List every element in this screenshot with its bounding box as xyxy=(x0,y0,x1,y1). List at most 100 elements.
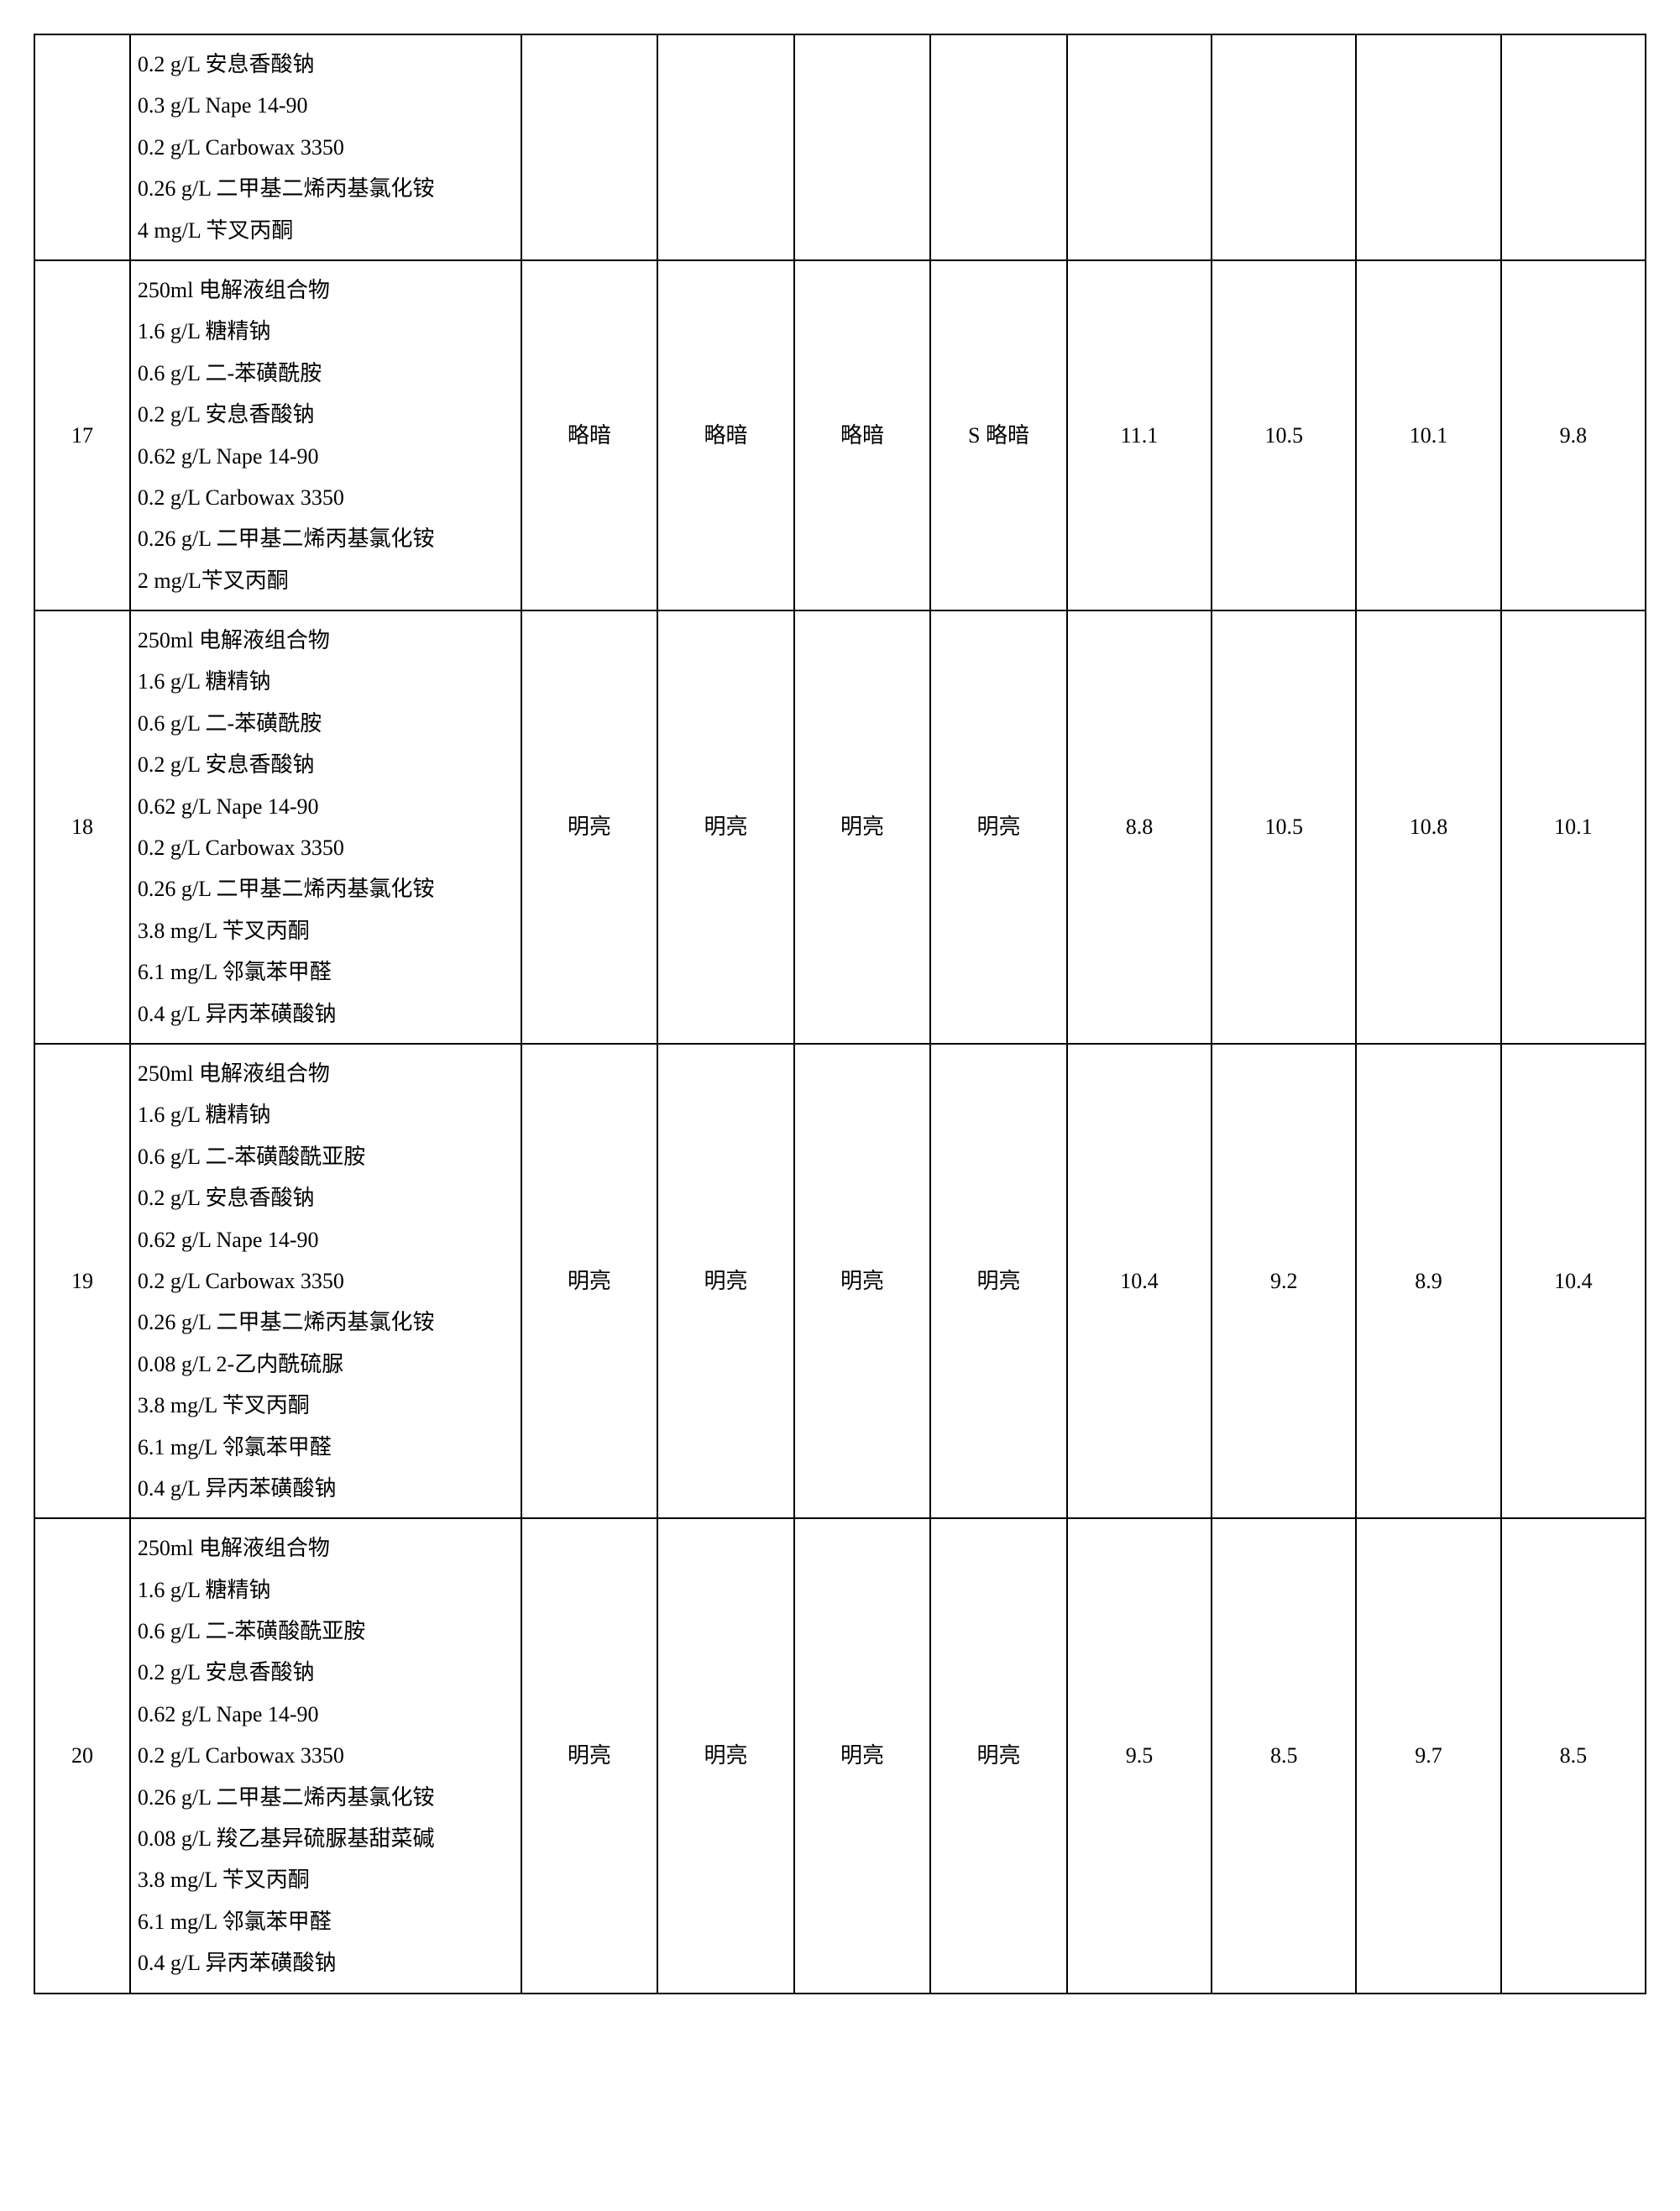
composition-line: 0.2 g/L Carbowax 3350 xyxy=(138,1735,514,1776)
composition-line: 1.6 g/L 糖精钠 xyxy=(138,311,514,352)
value-cell: 11.1 xyxy=(1067,260,1212,610)
appearance-cell: 明亮 xyxy=(657,610,794,1044)
composition-line: 250ml 电解液组合物 xyxy=(138,1527,514,1569)
appearance-cell: 明亮 xyxy=(521,1044,658,1518)
value-cell xyxy=(1212,34,1356,260)
composition-line: 250ml 电解液组合物 xyxy=(138,620,514,661)
row-index xyxy=(34,34,130,260)
table-body: 0.2 g/L 安息香酸钠0.3 g/L Nape 14-900.2 g/L C… xyxy=(34,34,1646,1994)
value-cell: 9.7 xyxy=(1356,1518,1500,1993)
composition-line: 0.26 g/L 二甲基二烯丙基氯化铵 xyxy=(138,1302,514,1343)
row-index: 17 xyxy=(34,260,130,610)
value-cell: 8.9 xyxy=(1356,1044,1500,1518)
composition-line: 0.2 g/L 安息香酸钠 xyxy=(138,744,514,785)
value-cell xyxy=(1501,34,1646,260)
composition-line: 3.8 mg/L 苄叉丙酮 xyxy=(138,1859,514,1900)
value-cell: 9.5 xyxy=(1067,1518,1212,1993)
composition-line: 3.8 mg/L 苄叉丙酮 xyxy=(138,910,514,951)
composition-line: 0.62 g/L Nape 14-90 xyxy=(138,1694,514,1735)
value-cell: 10.4 xyxy=(1067,1044,1212,1518)
composition-line: 6.1 mg/L 邻氯苯甲醛 xyxy=(138,951,514,993)
value-cell: 10.1 xyxy=(1501,610,1646,1044)
composition-line: 250ml 电解液组合物 xyxy=(138,270,514,311)
value-cell xyxy=(1067,34,1212,260)
composition-line: 0.4 g/L 异丙苯磺酸钠 xyxy=(138,1942,514,1983)
composition-line: 0.6 g/L 二-苯磺酰胺 xyxy=(138,353,514,394)
appearance-cell xyxy=(657,34,794,260)
composition-line: 0.26 g/L 二甲基二烯丙基氯化铵 xyxy=(138,518,514,559)
row-index: 18 xyxy=(34,610,130,1044)
appearance-cell xyxy=(930,34,1067,260)
composition-line: 0.62 g/L Nape 14-90 xyxy=(138,1219,514,1260)
appearance-cell: 明亮 xyxy=(521,1518,658,1993)
composition-line: 0.26 g/L 二甲基二烯丙基氯化铵 xyxy=(138,1777,514,1818)
composition-line: 6.1 mg/L 邻氯苯甲醛 xyxy=(138,1427,514,1468)
composition-line: 1.6 g/L 糖精钠 xyxy=(138,1094,514,1135)
composition-line: 3.8 mg/L 苄叉丙酮 xyxy=(138,1385,514,1426)
appearance-cell: 略暗 xyxy=(794,260,931,610)
appearance-cell: 明亮 xyxy=(794,610,931,1044)
composition-line: 0.62 g/L Nape 14-90 xyxy=(138,436,514,477)
composition-line: 0.2 g/L 安息香酸钠 xyxy=(138,1652,514,1693)
composition-line: 1.6 g/L 糖精钠 xyxy=(138,1569,514,1611)
appearance-cell: 明亮 xyxy=(930,610,1067,1044)
value-cell: 8.5 xyxy=(1501,1518,1646,1993)
composition-line: 0.2 g/L Carbowax 3350 xyxy=(138,477,514,518)
composition-line: 0.6 g/L 二-苯磺酸酰亚胺 xyxy=(138,1136,514,1177)
composition-line: 0.2 g/L Carbowax 3350 xyxy=(138,827,514,868)
appearance-cell: 略暗 xyxy=(657,260,794,610)
appearance-cell: 略暗 xyxy=(521,260,658,610)
appearance-cell: 明亮 xyxy=(657,1518,794,1993)
composition-line: 0.2 g/L Carbowax 3350 xyxy=(138,127,514,168)
table-row: 0.2 g/L 安息香酸钠0.3 g/L Nape 14-900.2 g/L C… xyxy=(34,34,1646,260)
value-cell: 10.5 xyxy=(1212,260,1356,610)
appearance-cell: S 略暗 xyxy=(930,260,1067,610)
composition-cell: 0.2 g/L 安息香酸钠0.3 g/L Nape 14-900.2 g/L C… xyxy=(130,34,521,260)
table-row: 20250ml 电解液组合物1.6 g/L 糖精钠0.6 g/L 二-苯磺酸酰亚… xyxy=(34,1518,1646,1993)
composition-line: 0.2 g/L 安息香酸钠 xyxy=(138,44,514,85)
value-cell: 8.5 xyxy=(1212,1518,1356,1993)
appearance-cell xyxy=(521,34,658,260)
appearance-cell: 明亮 xyxy=(930,1518,1067,1993)
composition-line: 0.08 g/L 2-乙内酰硫脲 xyxy=(138,1344,514,1385)
composition-line: 0.6 g/L 二-苯磺酰胺 xyxy=(138,703,514,744)
composition-line: 2 mg/L苄叉丙酮 xyxy=(138,560,514,601)
composition-table: 0.2 g/L 安息香酸钠0.3 g/L Nape 14-900.2 g/L C… xyxy=(34,34,1646,1994)
composition-line: 0.2 g/L 安息香酸钠 xyxy=(138,394,514,435)
row-index: 19 xyxy=(34,1044,130,1518)
appearance-cell: 明亮 xyxy=(794,1044,931,1518)
appearance-cell: 明亮 xyxy=(794,1518,931,1993)
value-cell: 10.8 xyxy=(1356,610,1500,1044)
composition-line: 0.26 g/L 二甲基二烯丙基氯化铵 xyxy=(138,868,514,909)
appearance-cell xyxy=(794,34,931,260)
composition-line: 0.26 g/L 二甲基二烯丙基氯化铵 xyxy=(138,168,514,209)
value-cell xyxy=(1356,34,1500,260)
table-row: 19250ml 电解液组合物1.6 g/L 糖精钠0.6 g/L 二-苯磺酸酰亚… xyxy=(34,1044,1646,1518)
composition-line: 0.4 g/L 异丙苯磺酸钠 xyxy=(138,993,514,1035)
value-cell: 10.5 xyxy=(1212,610,1356,1044)
row-index: 20 xyxy=(34,1518,130,1993)
appearance-cell: 明亮 xyxy=(657,1044,794,1518)
composition-line: 0.2 g/L 安息香酸钠 xyxy=(138,1177,514,1218)
composition-line: 0.6 g/L 二-苯磺酸酰亚胺 xyxy=(138,1611,514,1652)
appearance-cell: 明亮 xyxy=(521,610,658,1044)
table-row: 18250ml 电解液组合物1.6 g/L 糖精钠0.6 g/L 二-苯磺酰胺0… xyxy=(34,610,1646,1044)
composition-line: 0.3 g/L Nape 14-90 xyxy=(138,85,514,126)
value-cell: 9.8 xyxy=(1501,260,1646,610)
composition-cell: 250ml 电解液组合物1.6 g/L 糖精钠0.6 g/L 二-苯磺酸酰亚胺0… xyxy=(130,1518,521,1993)
composition-line: 0.62 g/L Nape 14-90 xyxy=(138,786,514,827)
composition-line: 250ml 电解液组合物 xyxy=(138,1053,514,1094)
value-cell: 9.2 xyxy=(1212,1044,1356,1518)
composition-cell: 250ml 电解液组合物1.6 g/L 糖精钠0.6 g/L 二-苯磺酰胺0.2… xyxy=(130,260,521,610)
value-cell: 10.4 xyxy=(1501,1044,1646,1518)
composition-line: 0.4 g/L 异丙苯磺酸钠 xyxy=(138,1468,514,1509)
value-cell: 10.1 xyxy=(1356,260,1500,610)
composition-line: 0.2 g/L Carbowax 3350 xyxy=(138,1260,514,1302)
appearance-cell: 明亮 xyxy=(930,1044,1067,1518)
composition-cell: 250ml 电解液组合物1.6 g/L 糖精钠0.6 g/L 二-苯磺酸酰亚胺0… xyxy=(130,1044,521,1518)
composition-cell: 250ml 电解液组合物1.6 g/L 糖精钠0.6 g/L 二-苯磺酰胺0.2… xyxy=(130,610,521,1044)
table-row: 17250ml 电解液组合物1.6 g/L 糖精钠0.6 g/L 二-苯磺酰胺0… xyxy=(34,260,1646,610)
composition-line: 4 mg/L 苄叉丙酮 xyxy=(138,210,514,251)
composition-line: 1.6 g/L 糖精钠 xyxy=(138,661,514,702)
value-cell: 8.8 xyxy=(1067,610,1212,1044)
